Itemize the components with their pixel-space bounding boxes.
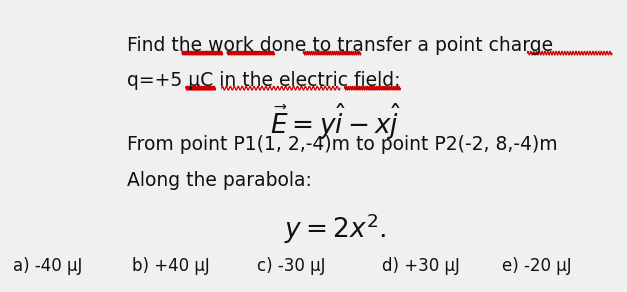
Text: d) +30 μJ: d) +30 μJ [382, 257, 460, 275]
Text: From point P1(1, 2,-4)m to point P2(-2, 8,-4)m: From point P1(1, 2,-4)m to point P2(-2, … [127, 135, 557, 154]
Text: a) -40 μJ: a) -40 μJ [13, 257, 82, 275]
Text: Along the parabola:: Along the parabola: [127, 171, 312, 190]
Text: c) -30 μJ: c) -30 μJ [257, 257, 325, 275]
Text: $y=2x^2.$: $y=2x^2.$ [284, 212, 387, 246]
Text: q=+5 μC in the electric field:: q=+5 μC in the electric field: [127, 71, 400, 90]
Text: $\vec{E}=y\hat{i}-x\hat{j}$: $\vec{E}=y\hat{i}-x\hat{j}$ [270, 102, 401, 142]
Text: b) +40 μJ: b) +40 μJ [132, 257, 209, 275]
Text: Find the work done to transfer a point charge: Find the work done to transfer a point c… [127, 36, 553, 55]
Text: e) -20 μJ: e) -20 μJ [502, 257, 571, 275]
